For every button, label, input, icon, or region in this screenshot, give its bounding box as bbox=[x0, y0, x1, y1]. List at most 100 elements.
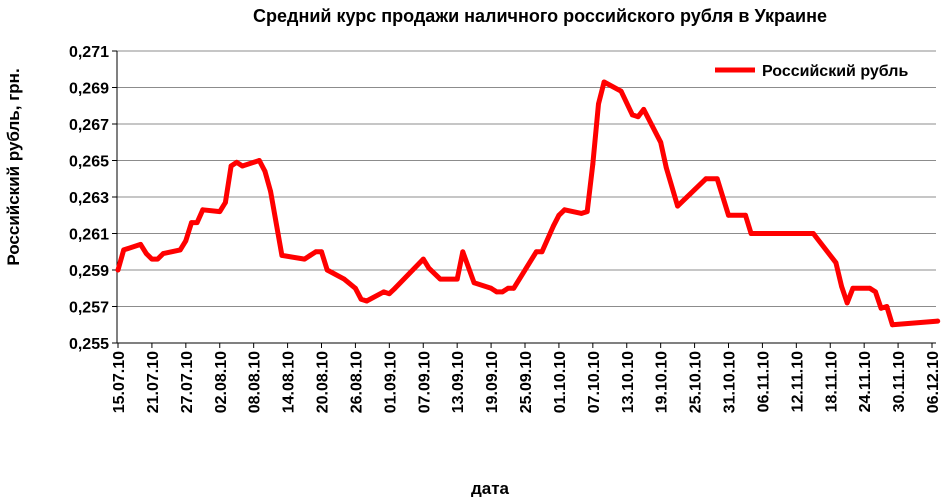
data-point bbox=[663, 165, 669, 171]
data-point bbox=[471, 280, 477, 286]
data-point bbox=[313, 249, 319, 255]
data-point bbox=[844, 300, 850, 306]
data-point bbox=[268, 189, 273, 194]
legend: Российский рубль bbox=[715, 63, 908, 80]
data-point bbox=[256, 158, 262, 163]
data-point bbox=[590, 161, 596, 167]
data-point bbox=[833, 260, 839, 266]
chart-title: Средний курс продажи наличного российско… bbox=[253, 6, 827, 26]
data-point bbox=[635, 114, 641, 120]
data-point bbox=[601, 79, 607, 85]
data-point bbox=[839, 284, 844, 289]
y-tick-label: 0,255 bbox=[69, 336, 109, 353]
data-point bbox=[850, 285, 856, 291]
x-tick-label: 08.08.10 bbox=[247, 351, 264, 413]
data-point bbox=[494, 289, 500, 295]
data-point bbox=[183, 238, 189, 244]
series-line-0 bbox=[115, 79, 941, 328]
x-tick-label: 30.11.10 bbox=[891, 351, 908, 413]
y-tick-label: 0,265 bbox=[69, 154, 109, 171]
y-tick-label: 0,263 bbox=[69, 190, 109, 207]
data-point bbox=[420, 256, 426, 262]
data-point bbox=[177, 247, 183, 253]
series-layer bbox=[115, 79, 941, 328]
data-point bbox=[810, 231, 816, 236]
data-point bbox=[324, 267, 330, 273]
data-point bbox=[675, 203, 680, 209]
data-point bbox=[584, 209, 590, 215]
x-tick-label: 25.09.10 bbox=[518, 351, 535, 413]
data-point bbox=[878, 305, 884, 311]
data-point bbox=[392, 285, 398, 291]
data-point bbox=[364, 298, 370, 304]
x-tick-label: 06.11.10 bbox=[755, 351, 772, 413]
data-point bbox=[714, 176, 720, 182]
data-point bbox=[579, 211, 584, 216]
data-point bbox=[884, 304, 890, 309]
data-point bbox=[115, 267, 121, 273]
data-point bbox=[302, 256, 307, 262]
data-point bbox=[726, 212, 731, 218]
x-tick-label: 24.11.10 bbox=[857, 351, 874, 413]
x-axis-title: дата bbox=[471, 479, 510, 497]
data-point bbox=[386, 291, 392, 297]
data-point bbox=[539, 249, 545, 255]
data-point bbox=[867, 285, 873, 291]
data-point bbox=[240, 163, 245, 169]
data-point bbox=[743, 212, 748, 218]
data-point bbox=[189, 220, 194, 226]
data-point bbox=[703, 176, 709, 182]
x-tick-label: 14.08.10 bbox=[281, 351, 298, 413]
y-tick-label: 0,257 bbox=[69, 300, 109, 317]
data-point bbox=[200, 207, 206, 213]
legend-label: Российский рубль bbox=[762, 63, 908, 80]
data-point bbox=[658, 139, 664, 145]
data-point bbox=[341, 276, 347, 282]
x-tick-label: 13.09.10 bbox=[450, 351, 467, 413]
data-point bbox=[618, 88, 624, 94]
x-tick-label: 19.10.10 bbox=[654, 351, 671, 413]
x-tick-label: 13.10.10 bbox=[620, 351, 637, 413]
x-tick-label: 26.08.10 bbox=[348, 351, 365, 413]
data-point bbox=[692, 187, 697, 193]
x-tick-label: 01.09.10 bbox=[382, 351, 399, 413]
data-point bbox=[873, 289, 878, 295]
x-tick-label: 07.10.10 bbox=[586, 351, 603, 413]
data-point bbox=[155, 256, 161, 262]
data-point bbox=[149, 256, 155, 262]
data-point bbox=[223, 200, 228, 205]
data-point bbox=[319, 249, 324, 255]
y-axis-title: Российский рубль, грн. bbox=[4, 68, 23, 265]
data-point bbox=[488, 285, 494, 291]
data-point bbox=[138, 242, 144, 247]
x-axis-ticks: 15.07.10 21.07.10 27.07.10 02.08.10 08.08.10… bbox=[111, 343, 942, 413]
data-point bbox=[748, 231, 754, 236]
x-tick-label: 21.07.10 bbox=[145, 351, 162, 413]
data-point bbox=[550, 223, 556, 229]
data-point bbox=[279, 253, 285, 258]
x-tick-label: 25.10.10 bbox=[688, 351, 705, 413]
data-point bbox=[596, 101, 601, 107]
x-tick-label: 01.10.10 bbox=[552, 351, 569, 413]
x-tick-label: 18.11.10 bbox=[823, 351, 840, 413]
x-tick-label: 12.11.10 bbox=[789, 351, 806, 413]
data-point bbox=[234, 159, 240, 165]
data-point bbox=[262, 169, 268, 174]
data-point bbox=[426, 265, 432, 271]
data-point bbox=[194, 220, 200, 226]
x-tick-label: 07.09.10 bbox=[416, 351, 433, 413]
x-tick-label: 20.08.10 bbox=[315, 351, 332, 413]
y-tick-label: 0,267 bbox=[69, 117, 109, 134]
x-tick-label: 19.09.10 bbox=[484, 351, 501, 413]
x-tick-label: 27.07.10 bbox=[179, 351, 196, 413]
data-point bbox=[143, 251, 149, 256]
data-point bbox=[454, 276, 460, 282]
x-tick-label: 31.10.10 bbox=[722, 351, 739, 413]
y-tick-label: 0,271 bbox=[69, 44, 109, 61]
y-tick-label: 0,269 bbox=[69, 81, 109, 98]
data-point bbox=[160, 251, 166, 256]
data-point bbox=[437, 276, 443, 282]
data-point bbox=[358, 296, 364, 302]
data-point bbox=[890, 322, 895, 328]
